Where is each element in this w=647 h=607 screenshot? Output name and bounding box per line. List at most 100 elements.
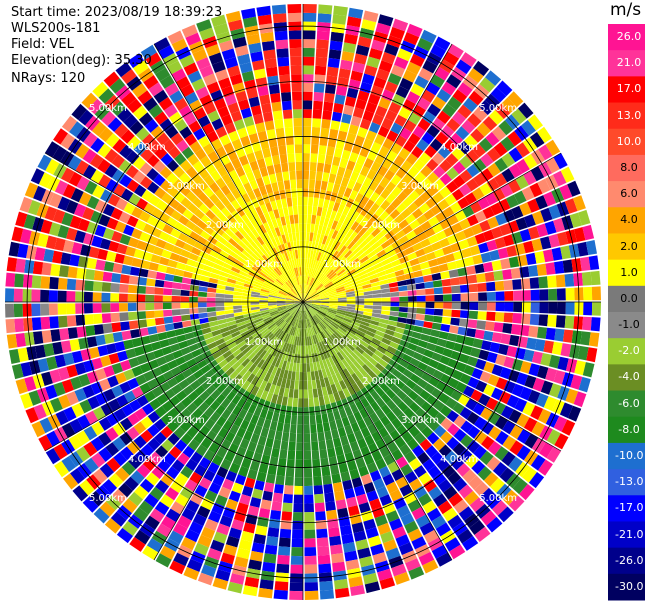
velocity-gate xyxy=(242,224,252,234)
velocity-gate xyxy=(390,291,400,297)
velocity-gate xyxy=(212,474,225,487)
velocity-gate xyxy=(350,422,360,433)
velocity-gate xyxy=(275,367,282,377)
velocity-gate xyxy=(379,382,390,393)
velocity-gate xyxy=(452,161,466,175)
velocity-gate xyxy=(256,247,265,257)
velocity-gate xyxy=(236,196,246,207)
velocity-gate xyxy=(235,90,248,102)
velocity-gate xyxy=(430,74,445,88)
velocity-gate xyxy=(323,340,330,349)
velocity-gate xyxy=(167,336,178,346)
velocity-gate xyxy=(307,380,313,390)
velocity-gate xyxy=(318,234,325,244)
velocity-gate xyxy=(291,335,296,345)
velocity-gate xyxy=(276,299,286,302)
velocity-gate xyxy=(218,221,229,232)
velocity-gate xyxy=(509,334,520,347)
velocity-gate xyxy=(448,325,459,334)
velocity-gate xyxy=(381,240,391,249)
velocity-gate xyxy=(267,429,276,440)
velocity-gate xyxy=(280,310,289,317)
velocity-gate xyxy=(211,268,221,275)
velocity-gate xyxy=(110,101,126,117)
velocity-gate xyxy=(63,406,77,422)
velocity-gate xyxy=(214,258,225,267)
velocity-gate xyxy=(407,307,417,314)
velocity-gate xyxy=(414,75,429,89)
velocity-gate xyxy=(304,468,313,478)
colorbar-tick-label: -4.0 xyxy=(618,370,640,384)
velocity-gate xyxy=(212,577,229,590)
velocity-gate xyxy=(376,68,390,81)
velocity-gate xyxy=(502,420,516,435)
velocity-gate xyxy=(208,482,221,495)
velocity-gate xyxy=(287,12,302,22)
velocity-gate xyxy=(123,390,136,403)
velocity-gate xyxy=(203,174,215,187)
velocity-gate xyxy=(530,454,546,471)
velocity-gate xyxy=(323,217,330,227)
velocity-gate xyxy=(473,416,487,430)
velocity-gate xyxy=(308,389,314,399)
velocity-gate xyxy=(68,171,83,187)
velocity-gate xyxy=(359,354,369,364)
velocity-gate xyxy=(517,102,534,119)
velocity-gate xyxy=(346,87,359,99)
colorbar-tick-label: -30.0 xyxy=(615,579,644,593)
velocity-gate xyxy=(366,250,377,259)
velocity-gate xyxy=(349,441,360,452)
velocity-gate xyxy=(274,236,281,246)
velocity-gate xyxy=(172,245,183,255)
velocity-gate xyxy=(81,92,98,109)
velocity-gate xyxy=(154,431,167,445)
velocity-gate xyxy=(439,186,452,199)
velocity-gate xyxy=(166,216,178,228)
velocity-gate xyxy=(462,536,479,551)
velocity-gate xyxy=(462,469,477,484)
velocity-gate xyxy=(319,306,329,310)
velocity-gate xyxy=(289,582,303,592)
velocity-gate xyxy=(200,497,214,511)
velocity-gate xyxy=(153,348,164,359)
velocity-gate xyxy=(374,153,386,165)
velocity-gate xyxy=(246,33,261,45)
velocity-gate xyxy=(123,369,135,381)
velocity-gate xyxy=(207,110,220,123)
velocity-gate xyxy=(187,153,200,166)
velocity-gate xyxy=(306,286,311,295)
velocity-gate xyxy=(426,158,439,172)
velocity-gate xyxy=(286,295,295,300)
velocity-gate xyxy=(229,270,239,277)
velocity-gate xyxy=(370,401,381,412)
velocity-gate xyxy=(278,65,290,76)
velocity-gate xyxy=(276,298,286,301)
velocity-gate xyxy=(501,97,517,114)
velocity-gate xyxy=(365,360,375,370)
velocity-gate xyxy=(418,493,432,507)
velocity-gate xyxy=(114,341,126,352)
velocity-gate xyxy=(349,231,358,241)
velocity-gate xyxy=(66,291,76,302)
velocity-gate xyxy=(348,255,358,264)
velocity-gate xyxy=(220,184,231,196)
velocity-gate xyxy=(287,316,294,325)
colorbar-swatch xyxy=(608,285,645,313)
velocity-gate xyxy=(265,263,274,271)
velocity-gate xyxy=(487,374,500,387)
velocity-gate xyxy=(402,196,414,208)
velocity-gate xyxy=(451,369,464,381)
velocity-gate xyxy=(119,234,131,246)
velocity-gate xyxy=(259,304,269,307)
velocity-gate xyxy=(203,264,213,273)
velocity-gate xyxy=(71,350,83,364)
velocity-gate xyxy=(472,402,486,416)
velocity-gate xyxy=(332,183,341,194)
velocity-gate xyxy=(323,377,331,387)
velocity-gate xyxy=(221,408,232,420)
velocity-gate xyxy=(174,152,187,166)
velocity-gate xyxy=(15,333,26,348)
velocity-gate xyxy=(379,341,389,350)
velocity-gate xyxy=(254,216,263,227)
velocity-gate xyxy=(154,219,166,231)
